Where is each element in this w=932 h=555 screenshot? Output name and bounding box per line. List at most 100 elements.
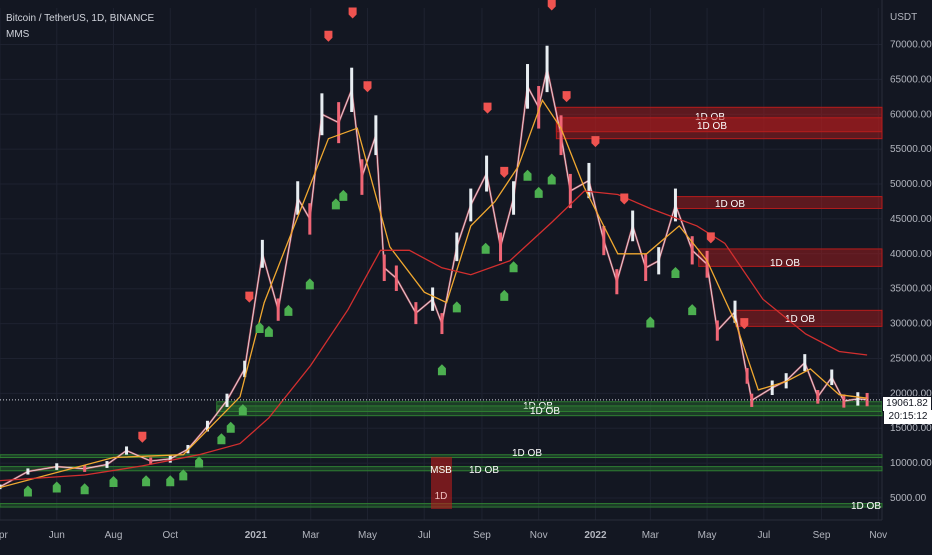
x-tick-label: Mar [302,530,320,541]
candle [673,188,677,222]
candle [816,390,820,404]
buy-signal [166,475,175,487]
x-tick-label: Mar [642,530,660,541]
buy-signal [23,485,32,497]
candle [296,181,300,215]
sell-signal [138,431,147,443]
buy-signal [688,304,697,316]
candle [733,300,737,323]
countdown-tag: 20:15:12 [884,410,932,424]
candle [499,232,503,262]
candle [360,159,364,195]
candle [455,232,459,262]
candle [537,86,541,129]
y-tick-label: 50000.00 [890,179,932,190]
candle [394,265,398,291]
buy-signal [500,289,509,301]
x-tick-label: Aug [105,530,123,541]
candle [559,115,563,156]
order-block-label: 1D OB [512,448,542,459]
candle [260,239,264,268]
x-tick-label: Nov [869,530,887,541]
candle [320,93,324,136]
y-tick-label: 70000.00 [890,40,932,51]
y-tick-label: 45000.00 [890,214,932,225]
candle [830,369,834,386]
candle [568,173,572,209]
candle [644,254,648,282]
buy-signal [109,476,118,488]
candle [690,236,694,265]
order-block [216,405,883,417]
order-block-label: 1D OB [851,501,881,512]
sell-signal [706,232,715,244]
candle [83,465,87,472]
candle [105,461,109,468]
order-block-label: 1D OB [697,121,727,132]
candle [745,368,749,384]
y-tick-label: 30000.00 [890,319,932,330]
x-tick-label: Jul [418,530,431,541]
buy-signal [437,364,446,376]
buy-signal [509,261,518,273]
sell-signal [245,291,254,303]
candle [382,254,386,282]
buy-signal [226,421,235,433]
sell-signal [500,166,509,178]
candle [149,457,153,465]
y-tick-label: 35000.00 [890,284,932,295]
candle [545,45,549,93]
candle [225,393,229,407]
candle [526,64,530,109]
x-tick-label: Sep [813,530,831,541]
x-tick-label: Sep [473,530,491,541]
x-tick-label: Nov [530,530,548,541]
candle [602,225,606,256]
candle [205,420,209,432]
buy-signal [305,278,314,290]
candle [276,298,280,321]
order-block-label: 1D OB [770,258,800,269]
sell-signal [547,0,556,11]
buy-signal [331,198,340,210]
candle [512,181,516,215]
msb-label: MSB [430,465,452,476]
candle [803,354,807,372]
candle [243,360,247,378]
candle [631,210,635,242]
y-tick-label: 5000.00 [890,493,927,504]
x-tick-label: Oct [162,530,178,541]
candle [856,392,860,406]
candle [485,155,489,192]
ema-line [0,190,868,482]
y-tick-label: 15000.00 [890,423,932,434]
candle [615,269,619,295]
buy-signal [646,316,655,328]
buy-signal [264,325,273,337]
candle [55,463,59,470]
sell-signal [363,81,372,93]
y-tick-label: 65000.00 [890,74,932,85]
buy-signal [671,266,680,278]
sell-signal [591,136,600,148]
candle [469,188,473,222]
x-tick-label: May [358,530,377,541]
ema-line [0,98,868,489]
buy-signal [80,483,89,495]
candle [374,115,378,156]
currency-label: USDT [890,12,918,23]
sell-signal [562,91,571,103]
buy-signal [284,304,293,316]
order-block-label: 1D OB [523,401,553,412]
buy-signal [255,321,264,333]
candle [715,320,719,341]
candle [587,162,591,199]
candle [750,393,754,407]
candle [440,313,444,335]
x-tick-label: 2022 [584,530,607,541]
order-block [555,117,883,140]
candle [168,455,172,463]
symbol-title: Bitcoin / TetherUS, 1D, BINANCE [6,13,155,24]
